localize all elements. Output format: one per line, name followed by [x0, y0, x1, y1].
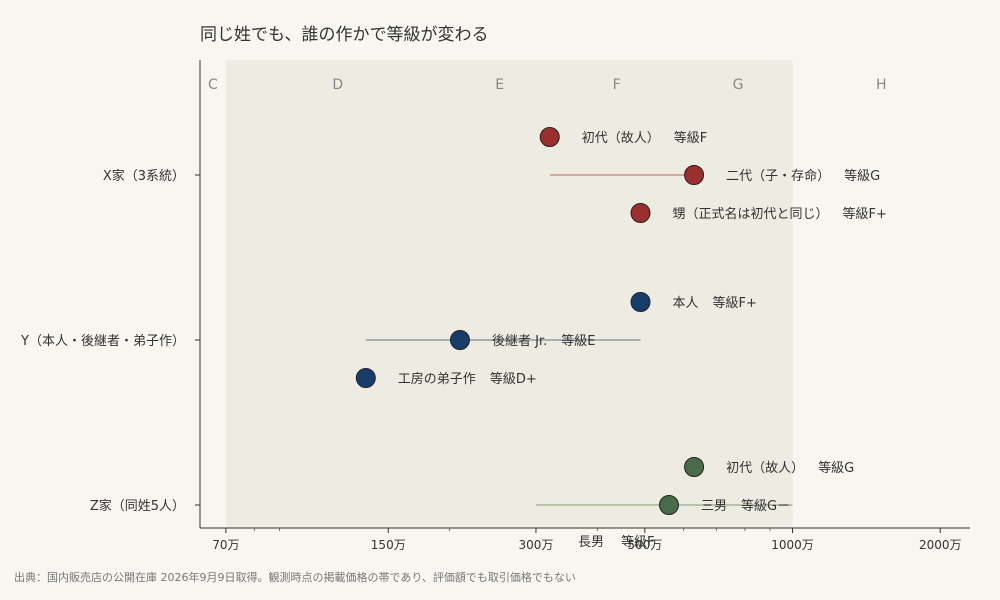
data-point — [684, 457, 705, 477]
data-point — [630, 203, 651, 223]
x-tick-label: 300万 — [519, 538, 554, 552]
grade-band-label-c: C — [208, 77, 218, 93]
x-tick-label: 150万 — [371, 538, 406, 552]
point-label: 初代（故人） — [726, 461, 804, 476]
source-note: 出典：国内販売店の公開在庫 2026年9月9日取得。観測時点の掲載価格の帯であり… — [14, 570, 576, 584]
grade-band-shade — [225, 60, 793, 528]
point-label: 工房の弟子作 — [398, 371, 476, 387]
data-point — [449, 330, 470, 350]
point-grade-label: 等級G－ — [741, 498, 790, 514]
grade-band-label-e: E — [495, 77, 504, 93]
grade-bands: C D E F G H — [208, 60, 887, 528]
data-point — [658, 495, 679, 515]
point-label: 長男 — [578, 535, 604, 550]
point-label: 二代（子・存命） — [726, 168, 830, 184]
grade-band-label-d: D — [332, 77, 343, 93]
point-grade-label: 等級G — [818, 460, 854, 476]
grade-band-label-h: H — [876, 77, 887, 93]
y-category-label: X家（3系統） — [103, 168, 185, 184]
point-grade-label: 等級F — [621, 534, 654, 550]
point-grade-label: 等級F — [674, 130, 707, 146]
y-category-label: Y（本人・後継者・弟子作） — [20, 334, 185, 349]
point-label: 甥（正式名は初代と同じ） — [673, 206, 829, 222]
x-tick-label: 70万 — [212, 538, 239, 552]
x-tick-label: 500万 — [627, 538, 662, 552]
data-points — [355, 127, 705, 515]
point-grade-label: 等級F+ — [843, 206, 887, 222]
point-label: 後継者 Jr. — [492, 334, 547, 349]
data-point — [684, 165, 705, 185]
chart-title: 同じ姓でも、誰の作かで等級が変わる — [200, 25, 489, 45]
x-tick-label: 2000万 — [919, 538, 962, 552]
axes: 70万 150万 300万 500万 1000万 2000万 X家（3系統） Y（本人・後継者… — [20, 60, 970, 552]
point-grade-label: 等級F+ — [713, 295, 757, 311]
data-point — [539, 127, 560, 147]
point-grade-label: 等級E — [561, 333, 595, 349]
point-grade-label: 等級G — [844, 168, 880, 184]
grade-band-label-f: F — [613, 77, 621, 93]
point-label: 本人 — [673, 296, 699, 311]
grade-band-label-g: G — [733, 77, 744, 93]
y-category-label: Z家（同姓5人） — [90, 498, 185, 514]
data-point — [355, 368, 376, 388]
data-point — [630, 292, 651, 312]
point-grade-label: 等級D+ — [490, 371, 537, 387]
point-label: 三男 — [701, 499, 727, 514]
point-label: 初代（故人） — [582, 131, 660, 146]
x-tick-label: 1000万 — [771, 538, 814, 552]
